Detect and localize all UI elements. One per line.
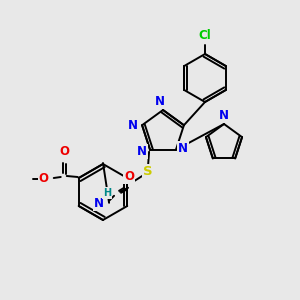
Text: N: N bbox=[219, 109, 229, 122]
Text: N: N bbox=[137, 145, 147, 158]
Text: S: S bbox=[143, 165, 153, 178]
Text: N: N bbox=[178, 142, 188, 155]
Text: O: O bbox=[124, 170, 134, 183]
Text: N: N bbox=[94, 197, 104, 210]
Text: H: H bbox=[103, 188, 111, 198]
Text: N: N bbox=[128, 119, 138, 132]
Text: O: O bbox=[39, 172, 49, 185]
Text: Cl: Cl bbox=[199, 29, 212, 42]
Text: O: O bbox=[60, 145, 70, 158]
Text: N: N bbox=[155, 95, 165, 108]
